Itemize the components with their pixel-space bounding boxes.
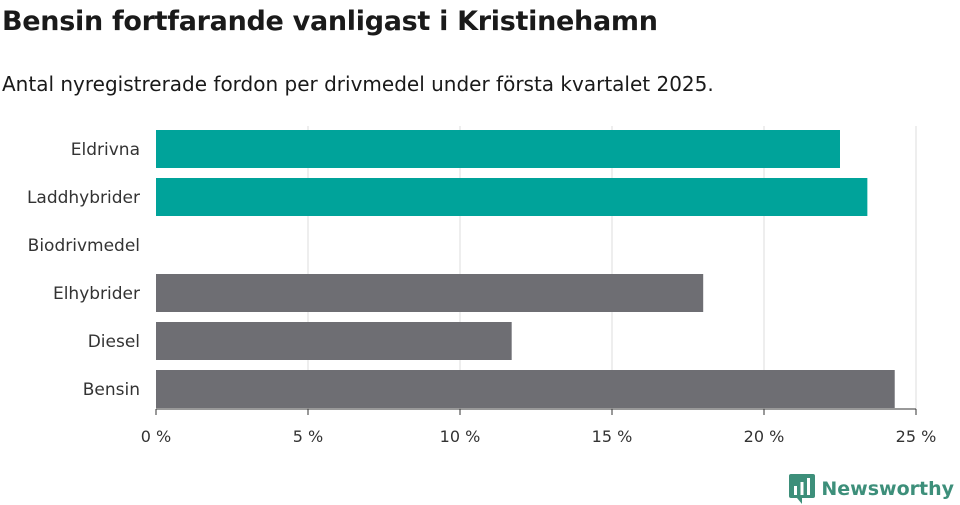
category-label: Laddhybrider	[27, 188, 140, 208]
x-tick-label: 20 %	[744, 427, 785, 446]
category-label: Elhybrider	[53, 284, 140, 304]
category-label: Bensin	[83, 380, 140, 400]
chart-subtitle: Antal nyregistrerade fordon per drivmede…	[2, 72, 714, 96]
x-tick-label: 5 %	[293, 427, 323, 446]
bar-chart: Eldrivna Laddhybrider Biodrivmedel Elhybrid…	[27, 126, 937, 446]
newsworthy-logo-icon	[789, 474, 816, 504]
x-tick-label: 25 %	[896, 427, 937, 446]
category-label: Diesel	[88, 332, 140, 352]
brand-logo: Newsworthy	[789, 474, 954, 504]
x-tick-label: 0 %	[141, 427, 171, 446]
bar-eldrivna	[156, 130, 840, 168]
bar-bensin	[156, 370, 895, 408]
category-label: Biodrivmedel	[28, 236, 140, 256]
x-tick-label: 15 %	[592, 427, 633, 446]
brand-name: Newsworthy	[821, 478, 954, 500]
x-tick-label: 10 %	[440, 427, 481, 446]
bar-elhybrider	[156, 274, 704, 312]
bar-laddhybrider	[156, 178, 868, 216]
category-label: Eldrivna	[71, 140, 140, 160]
chart-title: Bensin fortfarande vanligast i Kristineh…	[2, 6, 658, 37]
bar-diesel	[156, 322, 512, 360]
